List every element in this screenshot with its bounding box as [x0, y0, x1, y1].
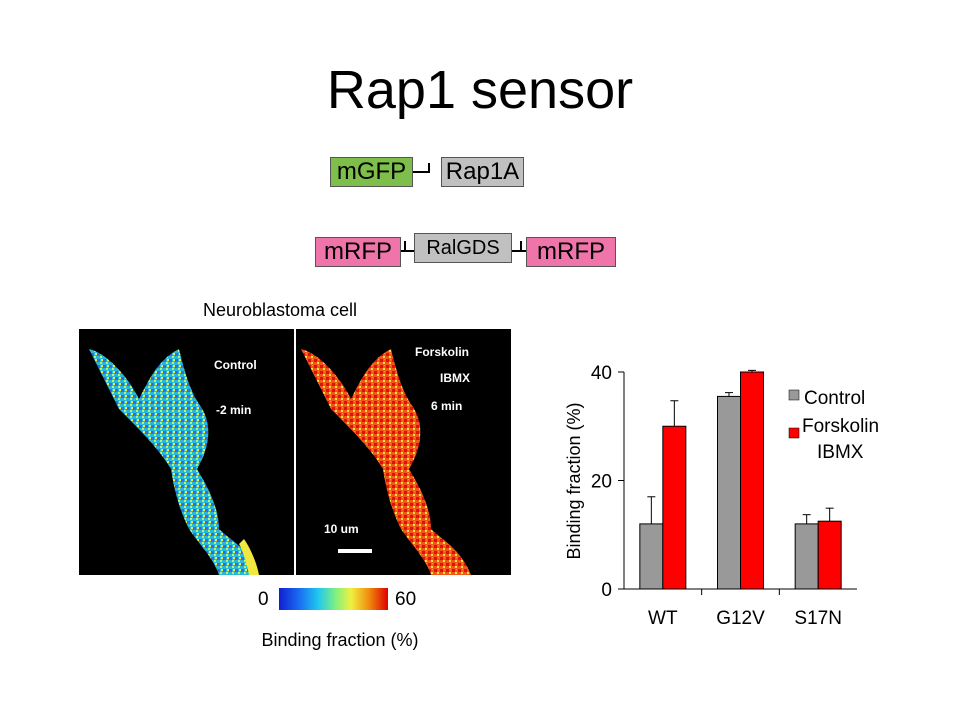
x-tick-label: WT: [648, 608, 678, 629]
chart-bars: [639, 371, 842, 590]
chart-text: 0 20 40 Binding fraction (%) WT G12V S17N: [564, 363, 842, 629]
mrfp-right-box: mRFP: [526, 237, 616, 267]
bar: [740, 371, 764, 590]
control-label: Control: [214, 358, 257, 372]
forskolin-label: Forskolin: [415, 345, 470, 359]
chart-error-bars: [647, 369, 834, 524]
linker-tick: [428, 163, 430, 173]
x-tick-label: G12V: [716, 608, 765, 629]
scale-bar: [338, 549, 372, 553]
legend-label-ibmx: IBMX: [817, 442, 864, 463]
bar: [639, 523, 664, 590]
y-tick-label: 40: [591, 363, 612, 384]
imaging-title: Neuroblastoma cell: [202, 300, 358, 320]
linker-line: [512, 250, 526, 252]
legend-label-control: Control: [804, 388, 865, 409]
linker-tick: [404, 241, 406, 251]
control-time-label: -2 min: [216, 403, 252, 417]
ibmx-label: IBMX: [440, 371, 470, 385]
bar: [817, 520, 842, 590]
legend-swatch-forskolin: [788, 427, 800, 439]
control-cell-image: [89, 349, 259, 575]
y-tick-label: 20: [591, 472, 612, 493]
mrfp-left-box: mRFP: [315, 237, 401, 267]
forskolin-image-panel: Forskolin IBMX 6 min 10 um: [296, 329, 511, 575]
bar: [794, 523, 819, 590]
colorbar-max-label: 60: [395, 589, 417, 610]
y-axis-label: Binding fraction (%): [564, 402, 584, 559]
colorbar-min-label: 0: [258, 589, 269, 610]
colorbar: [279, 588, 388, 610]
linker-tick: [520, 241, 522, 251]
ralgds-box: RalGDS: [414, 233, 512, 263]
mgfp-box: mGFP: [330, 157, 413, 187]
linker-line: [401, 250, 414, 252]
legend-label-forskolin: Forskolin: [802, 416, 879, 437]
chart-legend: Control Forskolin IBMX: [788, 388, 879, 463]
scale-bar-label: 10 um: [324, 522, 359, 536]
bar: [717, 395, 741, 590]
control-image-panel: Control -2 min: [79, 329, 294, 575]
legend-swatch-control: [788, 389, 800, 401]
forskolin-cell-image: [301, 349, 471, 575]
bar: [662, 425, 687, 590]
x-tick-label: S17N: [794, 608, 842, 629]
y-tick-label: 0: [601, 580, 612, 601]
linker-line: [413, 171, 429, 173]
colorbar-title: Binding fraction (%): [261, 630, 419, 650]
forskolin-time-label: 6 min: [431, 399, 463, 413]
page-title: Rap1 sensor: [326, 60, 634, 120]
rap1a-box: Rap1A: [441, 157, 524, 187]
